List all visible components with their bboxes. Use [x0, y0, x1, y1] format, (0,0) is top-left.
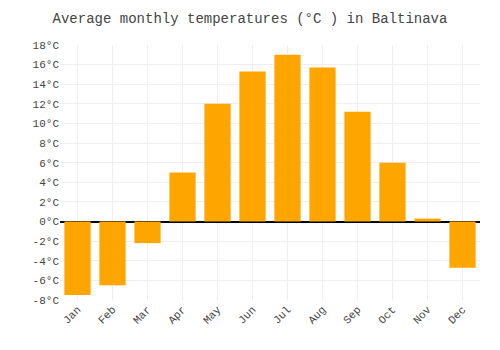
svg-text:Oct: Oct — [376, 304, 398, 326]
svg-text:-4°C: -4°C — [33, 256, 60, 268]
svg-text:-6°C: -6°C — [33, 275, 60, 287]
svg-text:Nov: Nov — [411, 304, 434, 327]
svg-text:Dec: Dec — [446, 304, 468, 326]
svg-text:10°C: 10°C — [33, 118, 60, 130]
svg-text:14°C: 14°C — [33, 79, 60, 91]
svg-text:Feb: Feb — [96, 304, 118, 326]
svg-text:Apr: Apr — [166, 304, 188, 326]
svg-text:12°C: 12°C — [33, 99, 60, 111]
svg-text:Jan: Jan — [61, 304, 83, 326]
svg-text:Jul: Jul — [271, 304, 293, 326]
svg-text:Average monthly temperatures (: Average monthly temperatures (°C ) in Ba… — [53, 11, 448, 27]
svg-text:Sep: Sep — [341, 304, 363, 326]
svg-text:Aug: Aug — [306, 304, 328, 326]
svg-text:6°C: 6°C — [39, 158, 59, 170]
svg-text:-2°C: -2°C — [33, 236, 60, 248]
svg-text:2°C: 2°C — [39, 197, 59, 209]
svg-text:16°C: 16°C — [33, 59, 60, 71]
svg-text:0°C: 0°C — [39, 216, 59, 228]
svg-text:4°C: 4°C — [39, 177, 59, 189]
svg-text:Mar: Mar — [131, 304, 153, 326]
svg-text:8°C: 8°C — [39, 138, 59, 150]
svg-text:-8°C: -8°C — [33, 295, 60, 307]
svg-text:Jun: Jun — [236, 304, 258, 326]
svg-text:18°C: 18°C — [33, 40, 60, 52]
svg-text:May: May — [201, 304, 224, 327]
